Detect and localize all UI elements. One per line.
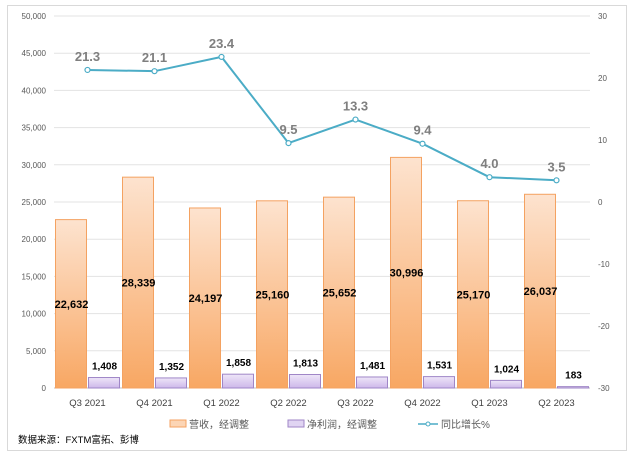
revenue-bar bbox=[55, 219, 87, 389]
growth-label: 4.0 bbox=[480, 156, 498, 171]
x-tick: Q2 2023 bbox=[538, 398, 574, 409]
profit-label: 1,408 bbox=[92, 362, 117, 373]
revenue-bar bbox=[189, 207, 221, 389]
legend-profit-swatch bbox=[287, 419, 305, 428]
growth-label: 9.5 bbox=[279, 122, 297, 137]
revenue-bar bbox=[390, 156, 422, 389]
profit-label: 1,352 bbox=[159, 362, 184, 373]
x-tick: Q4 2022 bbox=[404, 398, 440, 409]
growth-point bbox=[352, 116, 359, 123]
legend-revenue: 营收，经调整 bbox=[189, 418, 249, 431]
growth-point bbox=[84, 66, 91, 74]
growth-line bbox=[87, 55, 557, 182]
growth-point bbox=[553, 177, 560, 184]
growth-label: 21.3 bbox=[75, 49, 100, 64]
revenue-bar bbox=[323, 196, 355, 389]
revenue-label: 30,996 bbox=[390, 268, 424, 280]
x-tick: Q1 2022 bbox=[203, 398, 239, 409]
profit-bar bbox=[557, 386, 589, 389]
x-tick: Q3 2021 bbox=[69, 398, 105, 409]
revenue-bar bbox=[256, 200, 288, 389]
revenue-label: 26,037 bbox=[524, 286, 558, 298]
profit-label: 1,481 bbox=[360, 361, 385, 372]
y-left-tick: 0 bbox=[42, 384, 47, 393]
y-left-tick: 5,000 bbox=[26, 347, 47, 356]
profit-bar bbox=[423, 376, 455, 389]
y-right-tick: -30 bbox=[598, 384, 610, 393]
revenue-label: 24,197 bbox=[189, 293, 223, 305]
profit-bar bbox=[155, 377, 187, 389]
profit-bar bbox=[222, 373, 254, 389]
growth-label: 23.4 bbox=[209, 36, 235, 51]
y-left-tick: 50,000 bbox=[22, 12, 47, 21]
y-left-tick: 35,000 bbox=[22, 124, 47, 133]
growth-point bbox=[285, 140, 292, 147]
source-note: 数据来源：FXTM富拓、彭博 bbox=[18, 435, 139, 446]
legend-growth-marker bbox=[425, 421, 431, 427]
x-tick: Q2 2022 bbox=[270, 398, 306, 409]
revenue-bar bbox=[457, 200, 489, 389]
legend-profit: 净利润，经调整 bbox=[307, 418, 377, 431]
revenue-bar bbox=[122, 176, 154, 389]
profit-bar bbox=[289, 374, 321, 389]
y-left-tick: 45,000 bbox=[22, 49, 47, 58]
growth-label: 3.5 bbox=[547, 159, 565, 174]
growth-label: 21.1 bbox=[142, 50, 167, 65]
y-left-tick: 20,000 bbox=[22, 235, 47, 244]
growth-point bbox=[218, 53, 225, 61]
growth-point bbox=[486, 174, 493, 181]
profit-label: 1,531 bbox=[427, 361, 452, 372]
growth-point bbox=[151, 68, 158, 75]
profit-label: 1,858 bbox=[226, 358, 251, 369]
y-left-tick: 15,000 bbox=[22, 272, 47, 281]
profit-label: 1,024 bbox=[494, 364, 519, 375]
x-tick: Q3 2022 bbox=[337, 398, 373, 409]
profit-bar bbox=[356, 376, 388, 389]
profit-bar bbox=[88, 377, 120, 389]
profit-label: 1,813 bbox=[293, 359, 318, 370]
y-left-tick: 25,000 bbox=[22, 198, 47, 207]
legend-revenue-swatch bbox=[169, 419, 187, 428]
revenue-label: 22,632 bbox=[55, 299, 89, 311]
growth-point bbox=[419, 140, 426, 147]
y-left-tick: 30,000 bbox=[22, 161, 47, 170]
y-right-tick: 0 bbox=[598, 198, 603, 207]
profit-label: 183 bbox=[565, 371, 582, 382]
revenue-bar bbox=[524, 193, 556, 389]
growth-label: 13.3 bbox=[343, 99, 368, 114]
y-right-tick: 20 bbox=[598, 74, 607, 83]
x-tick: Q1 2023 bbox=[471, 398, 507, 409]
y-right-tick: -10 bbox=[598, 260, 610, 269]
profit-bar bbox=[490, 379, 522, 389]
y-right-tick: 30 bbox=[598, 12, 607, 21]
revenue-label: 25,170 bbox=[457, 289, 491, 301]
x-tick: Q4 2021 bbox=[136, 398, 172, 409]
revenue-label: 25,160 bbox=[256, 289, 290, 301]
revenue-label: 25,652 bbox=[323, 288, 357, 300]
y-right-tick: -20 bbox=[598, 322, 610, 331]
y-right-tick: 10 bbox=[598, 136, 607, 145]
legend-growth: 同比增长% bbox=[441, 418, 490, 431]
revenue-label: 28,339 bbox=[122, 278, 156, 290]
chart-frame bbox=[7, 5, 627, 451]
y-left-tick: 10,000 bbox=[22, 310, 47, 319]
growth-label: 9.4 bbox=[413, 123, 432, 138]
y-left-tick: 40,000 bbox=[22, 86, 47, 95]
